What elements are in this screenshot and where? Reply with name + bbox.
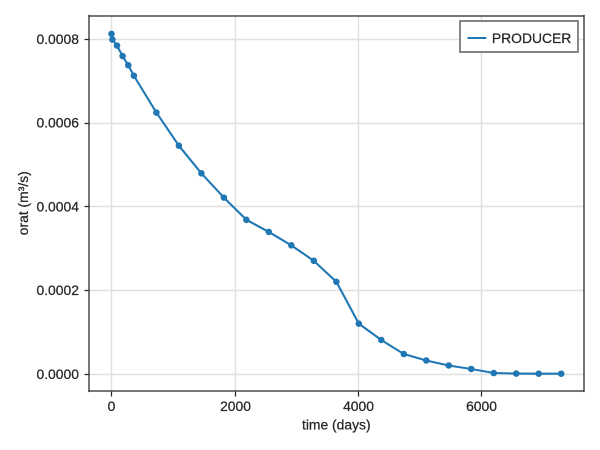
svg-text:PRODUCER: PRODUCER: [492, 30, 571, 46]
svg-text:0.0002: 0.0002: [36, 282, 79, 298]
svg-text:0.0004: 0.0004: [36, 198, 79, 214]
svg-text:0.0000: 0.0000: [36, 366, 79, 382]
svg-text:6000: 6000: [466, 398, 497, 414]
svg-text:0.0008: 0.0008: [36, 31, 79, 47]
svg-text:time (days): time (days): [302, 417, 371, 433]
svg-text:orat (m³/s): orat (m³/s): [15, 171, 31, 235]
svg-text:0.0006: 0.0006: [36, 115, 79, 131]
svg-text:0: 0: [108, 398, 116, 414]
svg-text:4000: 4000: [343, 398, 374, 414]
svg-text:2000: 2000: [220, 398, 251, 414]
